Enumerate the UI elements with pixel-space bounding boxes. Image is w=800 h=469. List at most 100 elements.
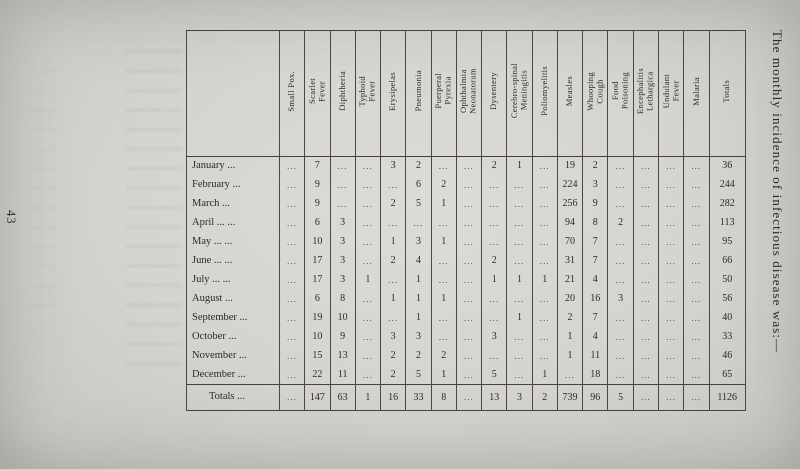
cell: ...: [657, 232, 685, 252]
cell: 36: [708, 156, 746, 176]
cell: ...: [481, 232, 508, 252]
cell: 1: [430, 365, 457, 385]
cell: 2: [582, 156, 609, 176]
cell: ...: [278, 232, 306, 252]
cell: ...: [632, 327, 659, 347]
cell: 2: [481, 156, 508, 176]
cell: ...: [354, 327, 382, 347]
column-header-label: Dysentery: [488, 71, 499, 111]
cell: 7: [582, 308, 609, 328]
totals-cell: 33: [405, 384, 432, 411]
cell: 282: [708, 194, 746, 214]
column-header-label: Cerebro-spinal Meningitis: [508, 63, 529, 119]
row-label: February ...: [186, 175, 280, 195]
cell: 9: [329, 327, 356, 347]
column-header: Encephalitis Lethargica: [632, 30, 659, 157]
cell: 1: [506, 270, 533, 290]
cell: ...: [430, 251, 457, 271]
cell: ...: [354, 194, 382, 214]
totals-cell: 96: [582, 384, 609, 411]
cell: 224: [556, 175, 584, 195]
cell: ...: [632, 270, 659, 290]
incidence-table: Small Pox. Scarlet Fever Diphtheria Typhoid…: [186, 30, 746, 411]
bleed-through-artifact: [126, 50, 182, 380]
cell: ...: [506, 232, 533, 252]
cell: ...: [683, 289, 710, 309]
cell: 5: [481, 365, 508, 385]
cell: ...: [683, 232, 710, 252]
cell: ...: [506, 346, 533, 366]
cell: ...: [657, 213, 685, 233]
cell: 1: [430, 232, 457, 252]
cell: 1: [430, 194, 457, 214]
cell: ...: [531, 232, 558, 252]
column-header: Food Poisoning: [607, 30, 634, 157]
cell: ...: [354, 175, 382, 195]
table-row: December ...... 22 11... 2 5 1... 5... 1... 18..…: [186, 365, 746, 385]
cell: ...: [481, 308, 508, 328]
cell: 17: [304, 251, 331, 271]
column-header-label: Undulant Fever: [660, 73, 681, 109]
cell: ...: [506, 327, 533, 347]
cell: ...: [632, 194, 659, 214]
cell: 2: [380, 346, 407, 366]
cell: ...: [607, 194, 634, 214]
cell: ...: [278, 156, 306, 176]
totals-cell: 147: [304, 384, 331, 411]
cell: ...: [278, 327, 306, 347]
totals-cell: ...: [657, 384, 685, 411]
cell: 9: [582, 194, 609, 214]
cell: 3: [607, 289, 634, 309]
row-label: October ...: [186, 327, 280, 347]
totals-cell: ...: [632, 384, 659, 411]
totals-cell: 739: [556, 384, 584, 411]
cell: ...: [657, 346, 685, 366]
cell: ...: [683, 213, 710, 233]
totals-label: Totals ...: [186, 384, 280, 411]
cell: 95: [708, 232, 746, 252]
cell: 50: [708, 270, 746, 290]
cell: 20: [556, 289, 584, 309]
cell: 3: [405, 327, 432, 347]
column-header: Malaria: [683, 30, 710, 157]
cell: ...: [481, 289, 508, 309]
row-label: December ...: [186, 365, 280, 385]
cell: 46: [708, 346, 746, 366]
cell: 1: [354, 270, 382, 290]
table-row: May ... ...... 10 3... 1 3 1............ 70 7..…: [186, 232, 746, 252]
cell: ...: [632, 156, 659, 176]
cell: ...: [683, 308, 710, 328]
cell: ...: [455, 251, 483, 271]
cell: 256: [556, 194, 584, 214]
column-header: Scarlet Fever: [304, 30, 331, 157]
table-row: February ...... 9......... 6 2............ 2…: [186, 175, 746, 195]
cell: 3: [380, 327, 407, 347]
cell: 2: [481, 251, 508, 271]
cell: ...: [506, 289, 533, 309]
column-header: Typhoid Fever: [354, 30, 382, 157]
cell: 5: [405, 365, 432, 385]
cell: 1: [380, 232, 407, 252]
cell: ...: [632, 175, 659, 195]
cell: ...: [278, 251, 306, 271]
row-label: June ... ...: [186, 251, 280, 271]
cell: 8: [329, 289, 356, 309]
cell: ...: [607, 308, 634, 328]
cell: 11: [329, 365, 356, 385]
cell: ...: [531, 308, 558, 328]
cell: ...: [683, 194, 710, 214]
cell: ...: [632, 308, 659, 328]
row-label: January ...: [186, 156, 280, 176]
cell: ...: [657, 251, 685, 271]
cell: ...: [430, 156, 457, 176]
totals-cell: 1: [354, 384, 382, 411]
cell: ...: [607, 175, 634, 195]
cell: 70: [556, 232, 584, 252]
cell: ...: [380, 213, 407, 233]
column-header: Whooping Cough: [582, 30, 609, 157]
totals-cell: 3: [506, 384, 533, 411]
column-header-label: Encephalitis Lethargica: [635, 67, 655, 115]
totals-cell: 2: [531, 384, 558, 411]
cell: 15: [304, 346, 331, 366]
cell: ...: [329, 175, 356, 195]
